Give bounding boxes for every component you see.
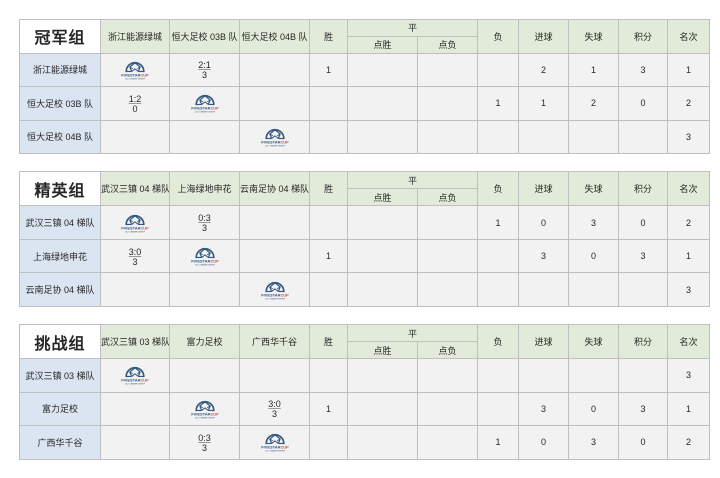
svg-text:FIVESTARCUP: FIVESTARCUP <box>261 292 289 297</box>
svg-text:U12 CHAMPIONSHIP: U12 CHAMPIONSHIP <box>125 230 146 233</box>
svg-text:U12 CHAMPIONSHIP: U12 CHAMPIONSHIP <box>264 144 285 147</box>
svg-text:FIVESTARCUP: FIVESTARCUP <box>261 139 289 144</box>
svg-text:FIVESTARCUP: FIVESTARCUP <box>191 259 219 264</box>
svg-text:FIVESTARCUP: FIVESTARCUP <box>191 412 219 417</box>
svg-text:FIVESTARCUP: FIVESTARCUP <box>121 378 149 383</box>
svg-text:U12 CHAMPIONSHIP: U12 CHAMPIONSHIP <box>125 77 146 80</box>
svg-text:U12 CHAMPIONSHIP: U12 CHAMPIONSHIP <box>264 297 285 300</box>
svg-text:U12 CHAMPIONSHIP: U12 CHAMPIONSHIP <box>264 450 285 453</box>
svg-text:FIVESTARCUP: FIVESTARCUP <box>121 225 149 230</box>
svg-text:U12 CHAMPIONSHIP: U12 CHAMPIONSHIP <box>194 264 215 267</box>
svg-text:U12 CHAMPIONSHIP: U12 CHAMPIONSHIP <box>125 383 146 386</box>
svg-text:FIVESTARCUP: FIVESTARCUP <box>191 106 219 111</box>
svg-text:U12 CHAMPIONSHIP: U12 CHAMPIONSHIP <box>194 416 215 419</box>
svg-text:FIVESTARCUP: FIVESTARCUP <box>261 445 289 450</box>
svg-text:U12 CHAMPIONSHIP: U12 CHAMPIONSHIP <box>194 111 215 114</box>
svg-text:FIVESTARCUP: FIVESTARCUP <box>121 72 149 77</box>
